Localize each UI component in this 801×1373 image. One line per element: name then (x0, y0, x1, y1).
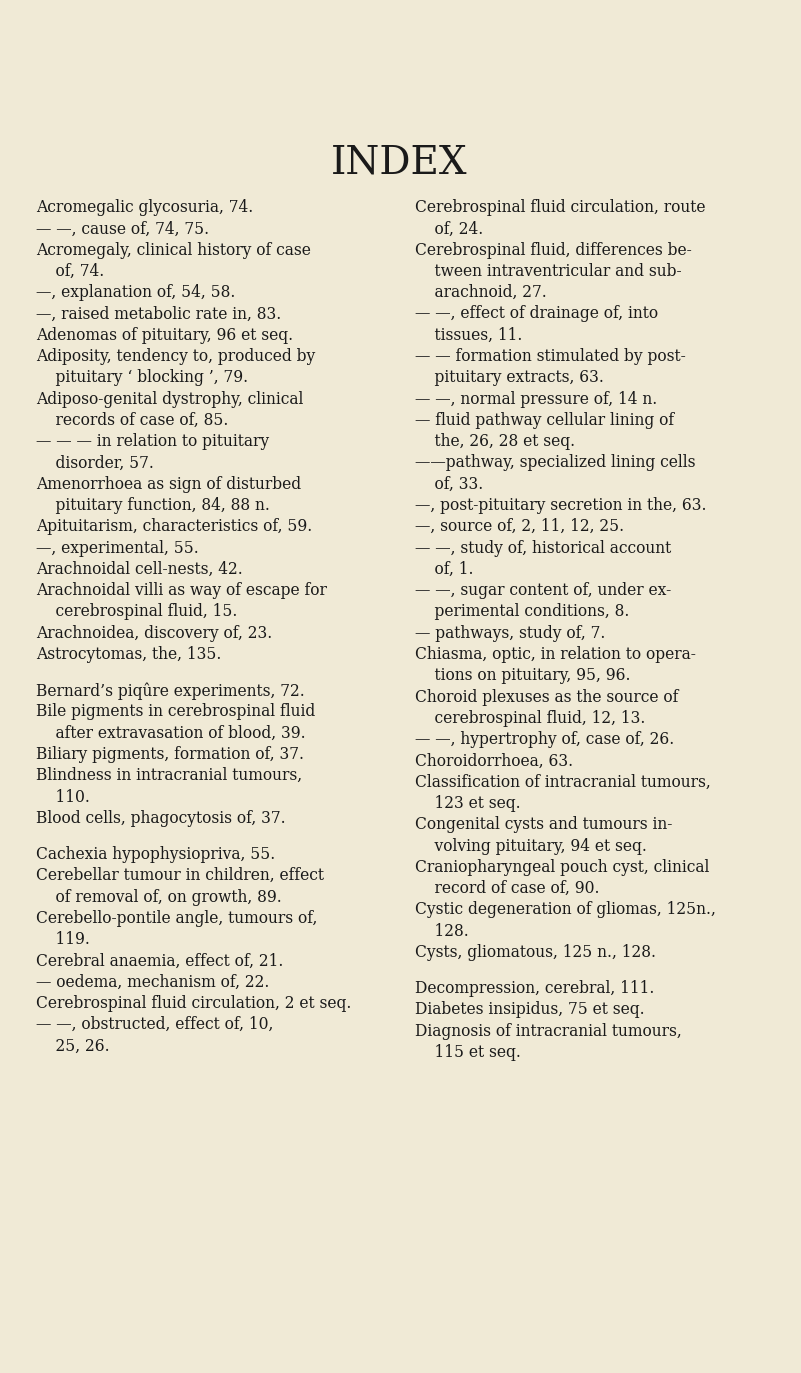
Text: volving pituitary, 94 et seq.: volving pituitary, 94 et seq. (415, 838, 647, 854)
Text: 128.: 128. (415, 923, 469, 939)
Text: of, 74.: of, 74. (36, 262, 104, 280)
Text: Cerebrospinal fluid, differences be-: Cerebrospinal fluid, differences be- (415, 242, 692, 258)
Text: Astrocytomas, the, 135.: Astrocytomas, the, 135. (36, 645, 221, 663)
Text: disorder, 57.: disorder, 57. (36, 454, 154, 471)
Text: — — — in relation to pituitary: — — — in relation to pituitary (36, 432, 269, 450)
Text: Adiposo-genital dystrophy, clinical: Adiposo-genital dystrophy, clinical (36, 390, 304, 408)
Text: 110.: 110. (36, 788, 90, 806)
Text: — oedema, mechanism of, 22.: — oedema, mechanism of, 22. (36, 973, 269, 991)
Text: tions on pituitary, 95, 96.: tions on pituitary, 95, 96. (415, 667, 630, 684)
Text: ——pathway, specialized lining cells: ——pathway, specialized lining cells (415, 454, 695, 471)
Text: of, 33.: of, 33. (415, 475, 483, 493)
Text: Craniopharyngeal pouch cyst, clinical: Craniopharyngeal pouch cyst, clinical (415, 858, 710, 876)
Text: — fluid pathway cellular lining of: — fluid pathway cellular lining of (415, 412, 674, 428)
Text: Bile pigments in cerebrospinal fluid: Bile pigments in cerebrospinal fluid (36, 703, 315, 721)
Text: Cachexia hypophysiopriva, 55.: Cachexia hypophysiopriva, 55. (36, 846, 276, 864)
Text: Classification of intracranial tumours,: Classification of intracranial tumours, (415, 773, 710, 791)
Text: — —, cause of, 74, 75.: — —, cause of, 74, 75. (36, 220, 209, 238)
Text: tween intraventricular and sub-: tween intraventricular and sub- (415, 262, 682, 280)
Text: —, explanation of, 54, 58.: —, explanation of, 54, 58. (36, 284, 235, 301)
Text: Diabetes insipidus, 75 et seq.: Diabetes insipidus, 75 et seq. (415, 1001, 645, 1019)
Text: Cerebral anaemia, effect of, 21.: Cerebral anaemia, effect of, 21. (36, 953, 284, 969)
Text: —, raised metabolic rate in, 83.: —, raised metabolic rate in, 83. (36, 305, 281, 323)
Text: pituitary ‘ blocking ’, 79.: pituitary ‘ blocking ’, 79. (36, 369, 248, 386)
Text: Amenorrhoea as sign of disturbed: Amenorrhoea as sign of disturbed (36, 475, 301, 493)
Text: pituitary function, 84, 88 n.: pituitary function, 84, 88 n. (36, 497, 270, 514)
Text: the, 26, 28 et seq.: the, 26, 28 et seq. (415, 432, 575, 450)
Text: Cysts, gliomatous, 125 n., 128.: Cysts, gliomatous, 125 n., 128. (415, 943, 656, 961)
Text: — —, study of, historical account: — —, study of, historical account (415, 540, 671, 556)
Text: tissues, 11.: tissues, 11. (415, 327, 522, 343)
Text: Acromegalic glycosuria, 74.: Acromegalic glycosuria, 74. (36, 199, 253, 216)
Text: Decompression, cerebral, 111.: Decompression, cerebral, 111. (415, 980, 654, 997)
Text: —, experimental, 55.: —, experimental, 55. (36, 540, 199, 556)
Text: record of case of, 90.: record of case of, 90. (415, 880, 599, 897)
Text: — pathways, study of, 7.: — pathways, study of, 7. (415, 625, 606, 641)
Text: — —, obstructed, effect of, 10,: — —, obstructed, effect of, 10, (36, 1016, 273, 1034)
Text: 25, 26.: 25, 26. (36, 1038, 110, 1054)
Text: records of case of, 85.: records of case of, 85. (36, 412, 228, 428)
Text: Congenital cysts and tumours in-: Congenital cysts and tumours in- (415, 816, 672, 833)
Text: Chiasma, optic, in relation to opera-: Chiasma, optic, in relation to opera- (415, 645, 696, 663)
Text: Blood cells, phagocytosis of, 37.: Blood cells, phagocytosis of, 37. (36, 810, 285, 827)
Text: — —, effect of drainage of, into: — —, effect of drainage of, into (415, 305, 658, 323)
Text: Adenomas of pituitary, 96 et seq.: Adenomas of pituitary, 96 et seq. (36, 327, 293, 343)
Text: —, post-pituitary secretion in the, 63.: —, post-pituitary secretion in the, 63. (415, 497, 706, 514)
Text: pituitary extracts, 63.: pituitary extracts, 63. (415, 369, 604, 386)
Text: Bernard’s piqûre experiments, 72.: Bernard’s piqûre experiments, 72. (36, 682, 304, 700)
Text: of removal of, on growth, 89.: of removal of, on growth, 89. (36, 888, 282, 906)
Text: — —, normal pressure of, 14 n.: — —, normal pressure of, 14 n. (415, 390, 658, 408)
Text: arachnoid, 27.: arachnoid, 27. (415, 284, 547, 301)
Text: perimental conditions, 8.: perimental conditions, 8. (415, 603, 630, 621)
Text: of, 1.: of, 1. (415, 560, 473, 578)
Text: 115 et seq.: 115 et seq. (415, 1043, 521, 1061)
Text: Diagnosis of intracranial tumours,: Diagnosis of intracranial tumours, (415, 1023, 682, 1039)
Text: 119.: 119. (36, 931, 90, 949)
Text: Acromegaly, clinical history of case: Acromegaly, clinical history of case (36, 242, 311, 258)
Text: Cerebrospinal fluid circulation, 2 et seq.: Cerebrospinal fluid circulation, 2 et se… (36, 995, 352, 1012)
Text: Choroid plexuses as the source of: Choroid plexuses as the source of (415, 688, 678, 706)
Text: Apituitarism, characteristics of, 59.: Apituitarism, characteristics of, 59. (36, 518, 312, 535)
Text: Cystic degeneration of gliomas, 125n.,: Cystic degeneration of gliomas, 125n., (415, 901, 716, 919)
Text: — — formation stimulated by post-: — — formation stimulated by post- (415, 347, 686, 365)
Text: of, 24.: of, 24. (415, 220, 483, 238)
Text: — —, hypertrophy of, case of, 26.: — —, hypertrophy of, case of, 26. (415, 730, 674, 748)
Text: — —, sugar content of, under ex-: — —, sugar content of, under ex- (415, 582, 671, 599)
Text: 123 et seq.: 123 et seq. (415, 795, 521, 811)
Text: Cerebrospinal fluid circulation, route: Cerebrospinal fluid circulation, route (415, 199, 706, 216)
Text: after extravasation of blood, 39.: after extravasation of blood, 39. (36, 725, 305, 741)
Text: cerebrospinal fluid, 15.: cerebrospinal fluid, 15. (36, 603, 237, 621)
Text: Cerebellar tumour in children, effect: Cerebellar tumour in children, effect (36, 868, 324, 884)
Text: cerebrospinal fluid, 12, 13.: cerebrospinal fluid, 12, 13. (415, 710, 646, 726)
Text: Cerebello-pontile angle, tumours of,: Cerebello-pontile angle, tumours of, (36, 910, 317, 927)
Text: Blindness in intracranial tumours,: Blindness in intracranial tumours, (36, 768, 302, 784)
Text: Arachnoidal cell-nests, 42.: Arachnoidal cell-nests, 42. (36, 560, 243, 578)
Text: Biliary pigments, formation of, 37.: Biliary pigments, formation of, 37. (36, 746, 304, 763)
Text: —, source of, 2, 11, 12, 25.: —, source of, 2, 11, 12, 25. (415, 518, 624, 535)
Text: Choroidorrhoea, 63.: Choroidorrhoea, 63. (415, 752, 574, 769)
Text: Arachnoidal villi as way of escape for: Arachnoidal villi as way of escape for (36, 582, 327, 599)
Text: Arachnoidea, discovery of, 23.: Arachnoidea, discovery of, 23. (36, 625, 272, 641)
Text: Adiposity, tendency to, produced by: Adiposity, tendency to, produced by (36, 347, 315, 365)
Text: INDEX: INDEX (331, 144, 467, 181)
